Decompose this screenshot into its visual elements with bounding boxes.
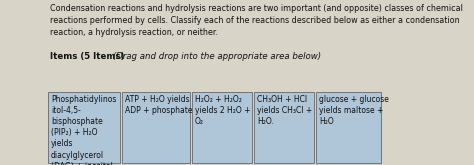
Text: Phosphatidylinos
itol-4,5-
bisphosphate
(PIP₂) + H₂O
yields
diacylglycerol
(DAG): Phosphatidylinos itol-4,5- bisphosphate … xyxy=(51,95,117,165)
Bar xyxy=(254,92,314,163)
Text: ATP + H₂O yields
ADP + phosphate: ATP + H₂O yields ADP + phosphate xyxy=(125,95,192,115)
Text: H₂O₂ + H₂O₂
yields 2 H₂O +
O₂: H₂O₂ + H₂O₂ yields 2 H₂O + O₂ xyxy=(195,95,250,126)
Text: (Drag and drop into the appropriate area below): (Drag and drop into the appropriate area… xyxy=(110,52,321,61)
Bar xyxy=(122,92,190,163)
Text: CH₃OH + HCl
yields CH₃Cl +
H₂O.: CH₃OH + HCl yields CH₃Cl + H₂O. xyxy=(257,95,312,126)
Text: Items (5 Items): Items (5 Items) xyxy=(50,52,124,61)
Text: Condensation reactions and hydrolysis reactions are two important (and opposite): Condensation reactions and hydrolysis re… xyxy=(50,4,463,37)
Text: glucose + glucose
yields maltose +
H₂O: glucose + glucose yields maltose + H₂O xyxy=(319,95,389,126)
Bar xyxy=(316,92,381,163)
Bar xyxy=(192,92,252,163)
Bar xyxy=(48,92,120,163)
